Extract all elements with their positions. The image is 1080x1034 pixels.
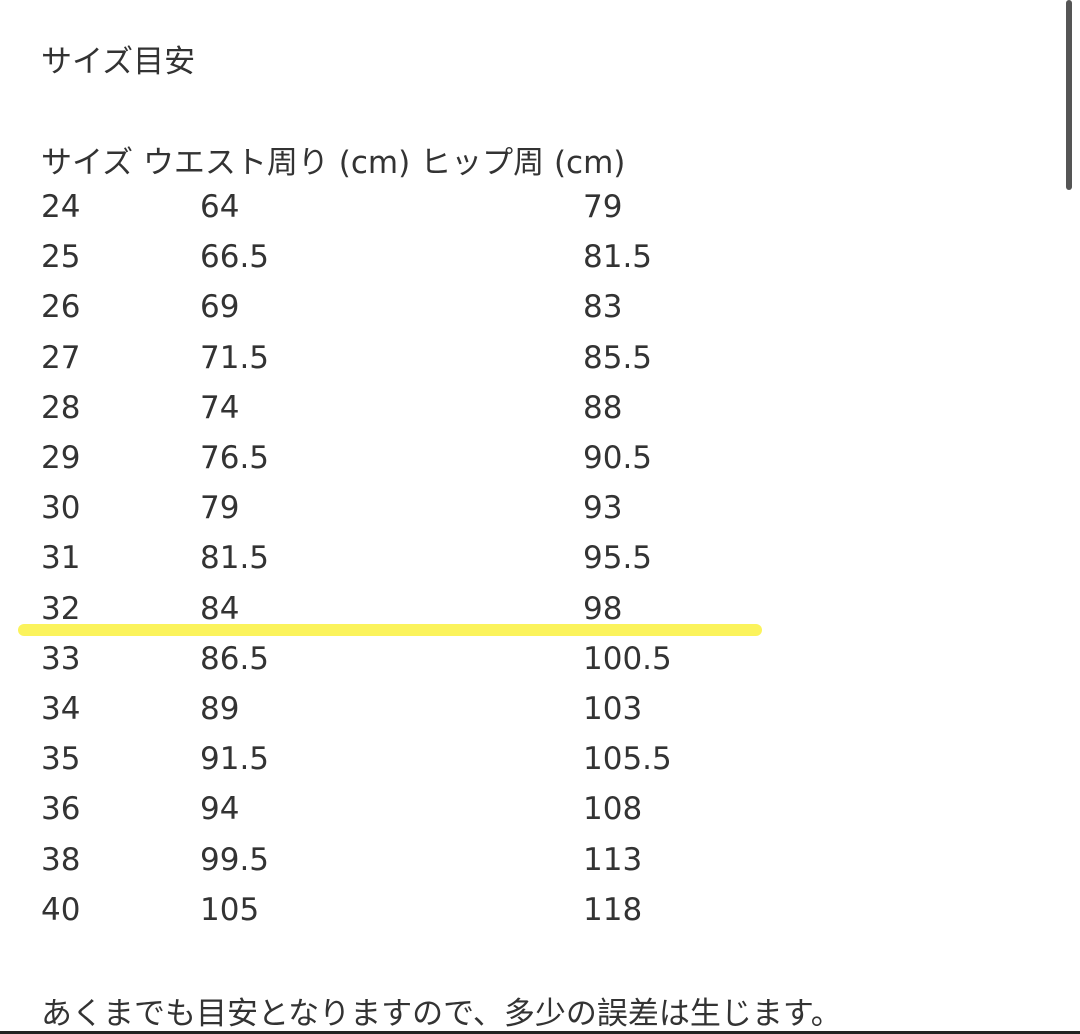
- cell-size: 31: [41, 540, 81, 577]
- cell-hip: 81.5: [583, 239, 653, 276]
- table-row: 24 64 79: [0, 182, 900, 232]
- cell-waist: 64: [200, 189, 240, 225]
- cell-hip: 85.5: [583, 339, 653, 376]
- cell-size: 27: [41, 339, 81, 376]
- cell-size: 28: [41, 389, 81, 426]
- cell-size: 36: [41, 791, 81, 828]
- table-row: 35 91.5 105.5: [0, 734, 900, 784]
- cell-waist: 74: [200, 389, 240, 426]
- page-title: サイズ目安: [41, 44, 196, 80]
- cell-waist: 91.5: [200, 741, 270, 778]
- cell-hip: 95.5: [583, 540, 653, 577]
- cell-waist: 84: [200, 590, 240, 627]
- cell-size: 35: [41, 741, 81, 778]
- cell-waist: 86.5: [200, 640, 270, 677]
- cell-size: 30: [41, 490, 81, 527]
- cell-hip: 88: [583, 389, 623, 426]
- cell-hip: 108: [583, 791, 643, 828]
- cell-waist: 99.5: [200, 841, 270, 878]
- table-row: 38 99.5 113: [0, 835, 900, 885]
- table-row: 29 76.5 90.5: [0, 433, 900, 483]
- table-row: 36 94 108: [0, 784, 900, 834]
- cell-waist: 71.5: [200, 339, 270, 376]
- header-waist: ウエスト周り (cm): [142, 145, 411, 181]
- cell-hip: 83: [583, 289, 623, 326]
- cell-size: 25: [41, 239, 81, 276]
- cell-hip: 79: [583, 189, 623, 225]
- cell-size: 34: [41, 691, 81, 727]
- disclaimer-note: あくまでも目安となりますので、多少の誤差は生じます。: [41, 996, 842, 1032]
- header-hip: ヒップ周 (cm): [420, 145, 626, 181]
- cell-size: 26: [41, 289, 81, 326]
- header-size: サイズ: [41, 145, 134, 181]
- cell-waist: 69: [200, 289, 240, 326]
- cell-hip: 113: [583, 841, 643, 878]
- cell-hip: 118: [583, 891, 643, 928]
- bottom-divider: [0, 1031, 1080, 1034]
- scrollbar[interactable]: [1066, 0, 1072, 190]
- table-row: 25 66.5 81.5: [0, 232, 900, 282]
- table-row: 31 81.5 95.5: [0, 533, 900, 583]
- highlight-marker: [18, 624, 762, 636]
- cell-hip: 100.5: [583, 640, 672, 677]
- cell-hip: 98: [583, 590, 623, 627]
- cell-hip: 103: [583, 691, 643, 727]
- table-row: 28 74 88: [0, 383, 900, 433]
- cell-hip: 90.5: [583, 440, 653, 476]
- table-row: 32 84 98: [0, 584, 900, 634]
- table-row: 34 89 103: [0, 684, 900, 734]
- cell-size: 29: [41, 440, 81, 476]
- cell-waist: 79: [200, 490, 240, 527]
- cell-waist: 89: [200, 691, 240, 727]
- cell-size: 40: [41, 891, 81, 928]
- cell-waist: 94: [200, 791, 240, 828]
- cell-size: 33: [41, 640, 81, 677]
- table-row: 33 86.5 100.5: [0, 634, 900, 684]
- cell-hip: 93: [583, 490, 623, 527]
- cell-waist: 81.5: [200, 540, 270, 577]
- cell-size: 32: [41, 590, 81, 627]
- cell-waist: 76.5: [200, 440, 270, 476]
- cell-hip: 105.5: [583, 741, 672, 778]
- cell-waist: 105: [200, 891, 260, 928]
- table-row: 26 69 83: [0, 282, 900, 332]
- table-row: 30 79 93: [0, 483, 900, 533]
- table-row: 40 105 118: [0, 885, 900, 935]
- cell-size: 38: [41, 841, 81, 878]
- table-header: サイズ ウエスト周り (cm) ヒップ周 (cm): [41, 137, 625, 182]
- table-row: 27 71.5 85.5: [0, 333, 900, 383]
- cell-size: 24: [41, 189, 81, 225]
- cell-waist: 66.5: [200, 239, 270, 276]
